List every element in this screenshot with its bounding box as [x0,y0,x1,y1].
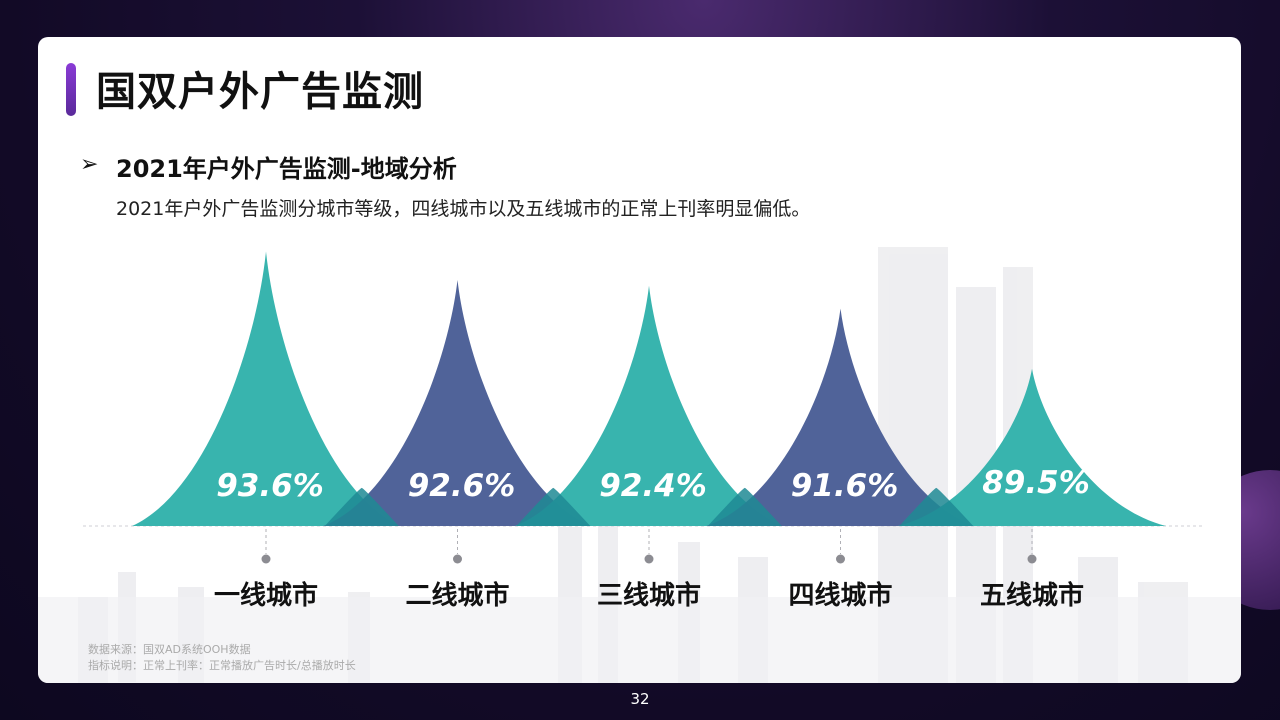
value-label-3: 92.4% [599,468,707,504]
bullet-arrow-icon: ➢ [80,152,99,177]
category-label-3: 三线城市 [597,580,701,611]
peak-mark-3 [515,285,783,526]
category-label-4: 四线城市 [788,580,892,611]
peak-overlap-1 [324,487,399,526]
section-description: 2021年户外广告监测分城市等级，四线城市以及五线城市的正常上刊率明显偏低。 [116,198,811,220]
category-label-5: 五线城市 [980,580,1084,611]
connector-dot-1 [261,554,271,564]
category-label-1: 一线城市 [214,580,318,611]
background-skyline [38,247,1241,683]
page-title: 国双户外广告监测 [96,69,424,115]
peak-mark-4 [706,308,975,526]
metric-note: 指标说明：正常上刊率：正常播放广告时长/总播放时长 [88,659,356,672]
slide-card: 国双户外广告监测 ➢ 2021年户外广告监测-地域分析 2021年户外广告监测分… [38,37,1241,683]
value-label-1: 93.6% [216,468,324,504]
peak-mark-1 [132,251,400,526]
page-number: 32 [630,690,650,708]
value-label-4: 91.6% [791,468,899,504]
peak-mark-2 [323,280,592,526]
peak-mark-5 [898,368,1166,526]
connector-dot-3 [644,554,654,564]
peak-overlap-2 [516,487,591,526]
connector-dot-2 [453,554,462,564]
connector-dot-5 [1027,554,1037,564]
peak-chart: 93.6% 一线城市 92.6% 二线城市 92.4% 三线城市 91.6% 四线城市 89.5… [83,251,1203,611]
data-source-note: 数据来源：国双AD系统OOH数据 [88,643,251,656]
section-subtitle: 2021年户外广告监测-地域分析 [116,155,457,183]
category-label-2: 二线城市 [405,580,509,611]
connector-dot-4 [836,554,845,564]
value-label-5: 89.5% [982,465,1090,501]
value-label-2: 92.6% [408,468,516,504]
peak-overlap-3 [707,487,782,526]
peak-overlap-4 [899,487,974,526]
title-accent-bar [66,63,76,116]
